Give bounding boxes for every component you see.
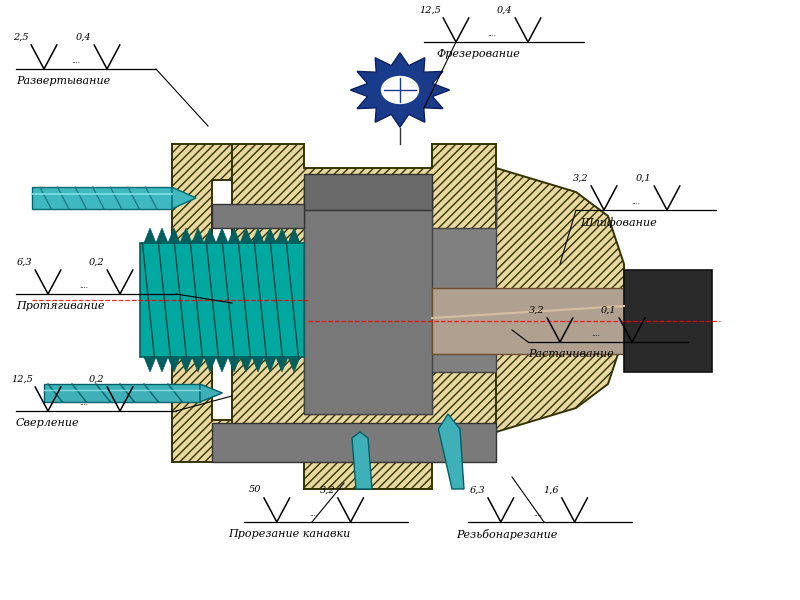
Polygon shape bbox=[264, 228, 276, 243]
Polygon shape bbox=[228, 228, 240, 243]
Polygon shape bbox=[252, 228, 264, 243]
FancyBboxPatch shape bbox=[140, 243, 304, 357]
Text: ....: .... bbox=[591, 331, 601, 337]
FancyBboxPatch shape bbox=[44, 384, 200, 402]
Text: ....: .... bbox=[79, 283, 89, 289]
Circle shape bbox=[380, 75, 420, 105]
Polygon shape bbox=[204, 228, 216, 243]
Text: Шлифование: Шлифование bbox=[580, 217, 657, 228]
Polygon shape bbox=[168, 357, 180, 372]
Text: ....: .... bbox=[309, 511, 318, 517]
FancyBboxPatch shape bbox=[304, 174, 432, 210]
Polygon shape bbox=[172, 187, 196, 209]
Text: ....: .... bbox=[631, 199, 640, 205]
Polygon shape bbox=[232, 144, 496, 489]
Text: Прорезание канавки: Прорезание канавки bbox=[228, 529, 350, 539]
Polygon shape bbox=[304, 180, 496, 414]
Text: 2,5: 2,5 bbox=[13, 32, 29, 41]
FancyBboxPatch shape bbox=[32, 187, 172, 209]
Polygon shape bbox=[144, 228, 156, 243]
Polygon shape bbox=[288, 357, 300, 372]
Text: ....: .... bbox=[79, 400, 89, 406]
FancyBboxPatch shape bbox=[624, 270, 712, 372]
Polygon shape bbox=[228, 357, 240, 372]
Text: 12,5: 12,5 bbox=[419, 5, 441, 14]
Polygon shape bbox=[216, 228, 228, 243]
FancyBboxPatch shape bbox=[432, 288, 624, 354]
Text: 3,2: 3,2 bbox=[320, 485, 335, 494]
Text: Сверление: Сверление bbox=[16, 418, 80, 428]
Text: 3,2: 3,2 bbox=[529, 305, 545, 314]
Text: ....: .... bbox=[534, 511, 542, 517]
FancyBboxPatch shape bbox=[304, 186, 432, 414]
Text: 0,2: 0,2 bbox=[89, 374, 105, 383]
Text: Фрезерование: Фрезерование bbox=[436, 49, 520, 59]
Polygon shape bbox=[204, 357, 216, 372]
Polygon shape bbox=[192, 228, 204, 243]
FancyBboxPatch shape bbox=[212, 423, 496, 462]
Polygon shape bbox=[156, 357, 168, 372]
Polygon shape bbox=[180, 357, 192, 372]
Polygon shape bbox=[192, 357, 204, 372]
Text: Резьбонарезание: Резьбонарезание bbox=[456, 529, 558, 540]
Text: Растачивание: Растачивание bbox=[528, 349, 614, 359]
Text: 6,3: 6,3 bbox=[470, 485, 486, 494]
Text: 0,4: 0,4 bbox=[76, 32, 92, 41]
Text: 0,2: 0,2 bbox=[89, 257, 105, 266]
Text: ....: .... bbox=[71, 58, 80, 64]
Text: 1,6: 1,6 bbox=[544, 485, 559, 494]
Polygon shape bbox=[200, 384, 222, 402]
Polygon shape bbox=[240, 357, 252, 372]
Polygon shape bbox=[168, 228, 180, 243]
Text: Протягивание: Протягивание bbox=[16, 301, 105, 311]
Text: 12,5: 12,5 bbox=[11, 374, 33, 383]
Polygon shape bbox=[264, 357, 276, 372]
Polygon shape bbox=[240, 228, 252, 243]
Polygon shape bbox=[172, 144, 232, 462]
Polygon shape bbox=[156, 228, 168, 243]
Text: 0,4: 0,4 bbox=[497, 5, 513, 14]
Text: Развертывание: Развертывание bbox=[16, 76, 110, 86]
Polygon shape bbox=[352, 432, 372, 489]
Text: 0,1: 0,1 bbox=[636, 173, 652, 182]
Polygon shape bbox=[180, 228, 192, 243]
Text: 3,2: 3,2 bbox=[573, 173, 589, 182]
FancyBboxPatch shape bbox=[212, 204, 304, 228]
Polygon shape bbox=[350, 53, 450, 127]
Text: 0,1: 0,1 bbox=[601, 305, 617, 314]
Polygon shape bbox=[144, 357, 156, 372]
Text: 6,3: 6,3 bbox=[17, 257, 33, 266]
Polygon shape bbox=[276, 357, 288, 372]
Polygon shape bbox=[252, 357, 264, 372]
Polygon shape bbox=[276, 228, 288, 243]
Polygon shape bbox=[216, 357, 228, 372]
Polygon shape bbox=[288, 228, 300, 243]
Text: ....: .... bbox=[487, 31, 497, 37]
Polygon shape bbox=[496, 168, 624, 432]
Polygon shape bbox=[438, 414, 464, 489]
Text: 50: 50 bbox=[249, 485, 262, 494]
